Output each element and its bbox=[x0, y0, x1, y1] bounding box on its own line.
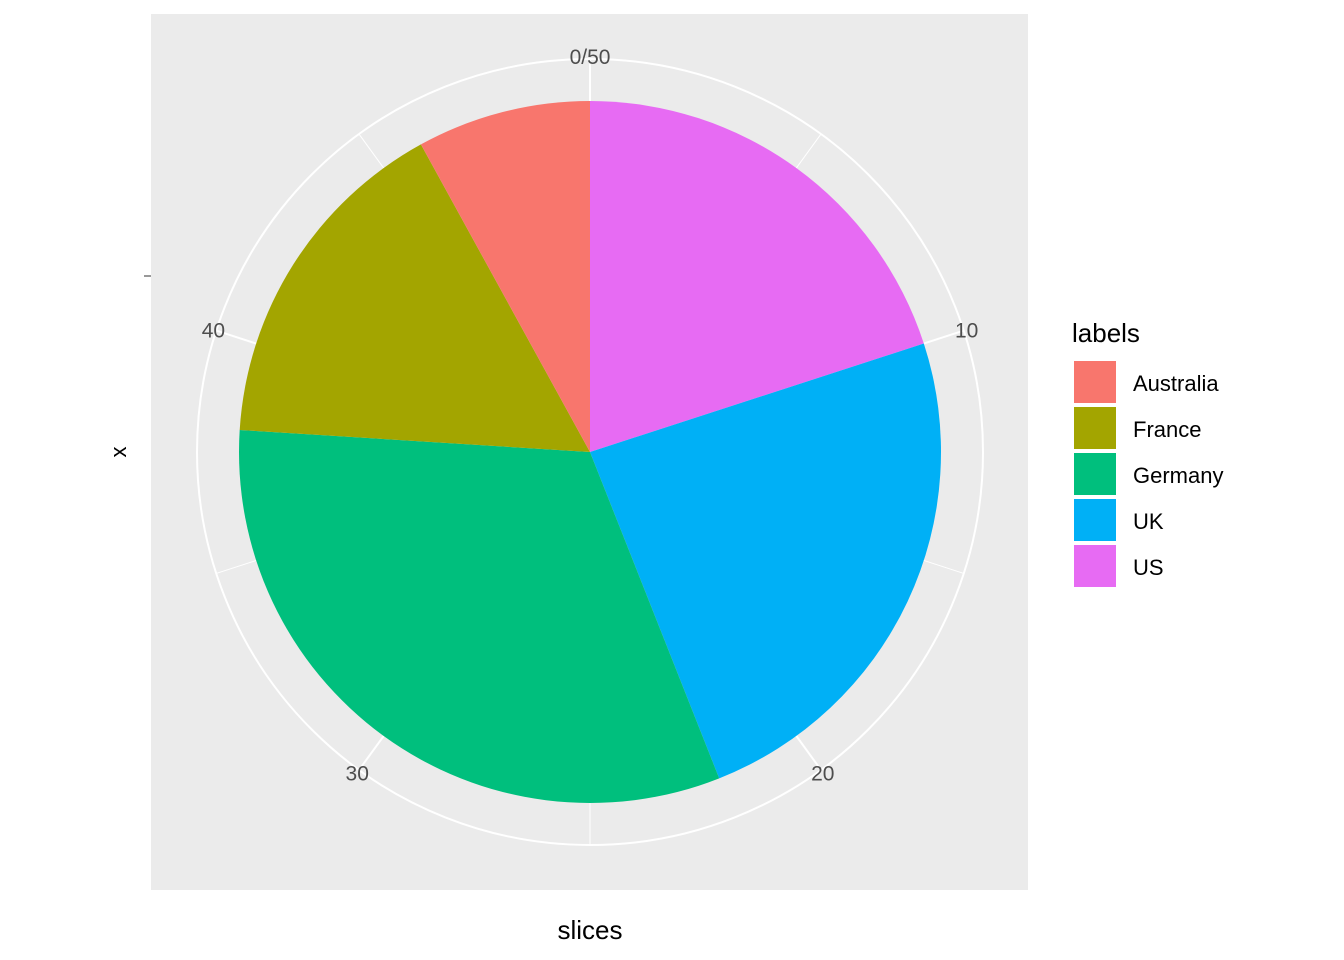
theta-tick-label: 40 bbox=[202, 320, 225, 343]
x-axis-title: slices bbox=[557, 915, 622, 945]
legend-label: Germany bbox=[1133, 463, 1223, 488]
theta-tick-label: 20 bbox=[811, 762, 834, 785]
legend-label: UK bbox=[1133, 509, 1164, 534]
pie-slice-germany bbox=[238, 429, 720, 803]
legend-key-us bbox=[1072, 543, 1118, 589]
theta-tick-label: 0/50 bbox=[570, 46, 611, 69]
pie-slice-france bbox=[239, 144, 590, 452]
legend-key-uk bbox=[1072, 497, 1118, 543]
pie-slice-us bbox=[590, 101, 924, 452]
legend-key-australia bbox=[1072, 359, 1118, 405]
pie-slice-australia bbox=[420, 101, 590, 452]
theta-tick-label: 30 bbox=[346, 762, 369, 785]
legend-title: labels bbox=[1072, 318, 1140, 348]
legend-key-france bbox=[1072, 405, 1118, 451]
legend-label: Australia bbox=[1133, 371, 1219, 396]
legend-label: US bbox=[1133, 555, 1164, 580]
legend-label: France bbox=[1133, 417, 1201, 442]
theta-tick-label: 10 bbox=[955, 320, 978, 343]
pie-slice-uk bbox=[590, 343, 941, 779]
legend-key-germany bbox=[1072, 451, 1118, 497]
y-axis-title: x bbox=[106, 447, 131, 458]
